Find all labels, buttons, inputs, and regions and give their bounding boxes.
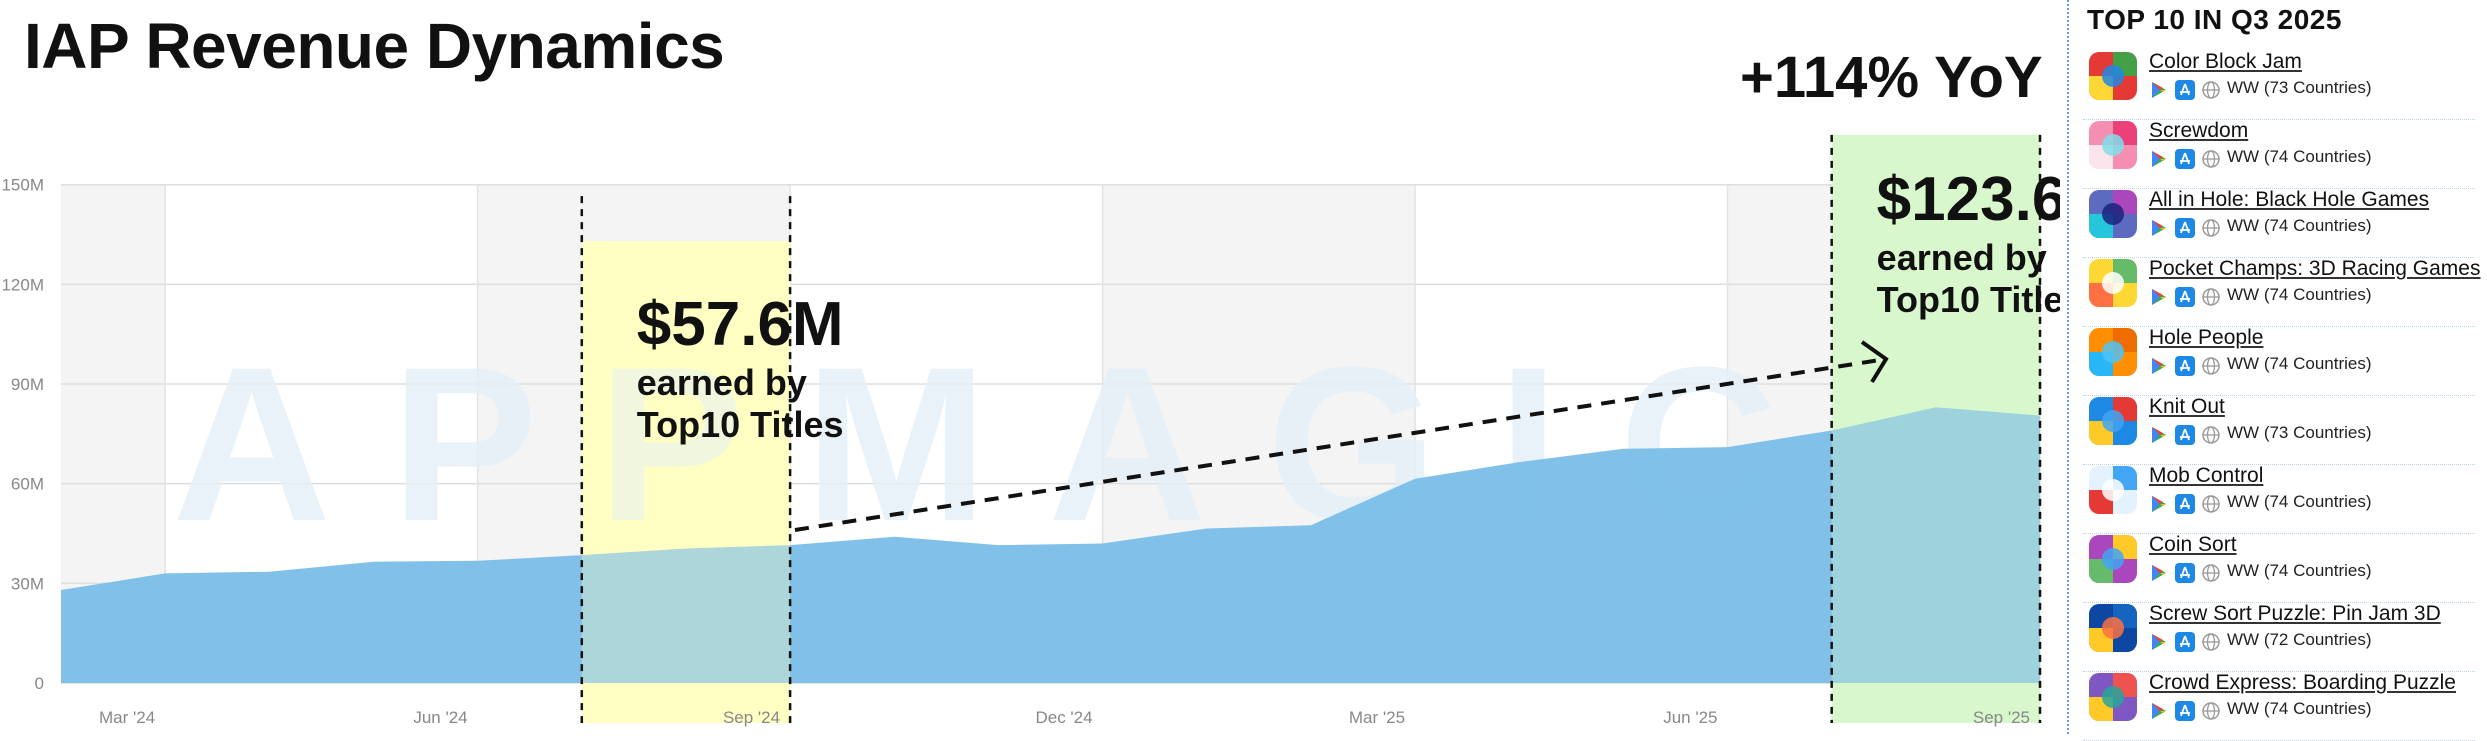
globe-icon	[2202, 702, 2220, 720]
x-tick-label: Dec '24	[1035, 708, 1092, 727]
yoy-annotation: +114% YoY	[1740, 45, 2043, 110]
screwdom-icon	[2089, 121, 2137, 169]
globe-icon	[2202, 288, 2220, 306]
globe-icon	[2202, 564, 2220, 582]
google-play-icon[interactable]	[2149, 701, 2169, 721]
top10-sidebar: TOP 10 IN Q3 2025 Color Block Jam WW (73 …	[2067, 0, 2487, 741]
app-list-item[interactable]: Hole People WW (74 Countries)	[2083, 326, 2483, 396]
app-name-link[interactable]: Screw Sort Puzzle: Pin Jam 3D	[2149, 602, 2441, 625]
app-store-icon[interactable]	[2175, 356, 2195, 376]
y-tick-label: 30M	[11, 574, 44, 593]
app-list-item[interactable]: Coin Sort WW (74 Countries)	[2083, 533, 2483, 603]
app-region: WW (74 Countries)	[2227, 285, 2372, 304]
highlight-caption-line2: Top10 Titles	[1877, 279, 2060, 320]
app-store-icon[interactable]	[2175, 632, 2195, 652]
highlight-value: $57.6M	[637, 290, 844, 359]
app-list-item[interactable]: Knit Out WW (73 Countries)	[2083, 395, 2483, 465]
globe-icon	[2202, 426, 2220, 444]
app-name-link[interactable]: Screwdom	[2149, 119, 2249, 142]
google-play-icon[interactable]	[2149, 356, 2169, 376]
app-name-link[interactable]: Pocket Champs: 3D Racing Games	[2149, 257, 2481, 280]
x-tick-label: Jun '25	[1663, 708, 1717, 727]
app-region: WW (73 Countries)	[2227, 78, 2372, 97]
app-store-icon[interactable]	[2175, 80, 2195, 100]
highlight-caption-line1: earned by	[637, 362, 807, 403]
app-region: WW (74 Countries)	[2227, 699, 2372, 718]
app-store-icon[interactable]	[2175, 494, 2195, 514]
highlight-caption-line2: Top10 Titles	[637, 404, 844, 445]
app-name-link[interactable]: Hole People	[2149, 326, 2264, 349]
page-title: IAP Revenue Dynamics	[24, 10, 725, 82]
app-region: WW (74 Countries)	[2227, 492, 2372, 511]
app-list-item[interactable]: Color Block Jam WW (73 Countries)	[2083, 50, 2483, 120]
app-store-icon[interactable]	[2175, 563, 2195, 583]
app-list-item[interactable]: Crowd Express: Boarding Puzzle WW (74 Cou…	[2083, 671, 2483, 741]
globe-icon	[2202, 633, 2220, 651]
google-play-icon[interactable]	[2149, 563, 2169, 583]
all-in-hole-icon	[2089, 190, 2137, 238]
x-tick-label: Mar '24	[99, 708, 155, 727]
highlight-caption-line1: earned by	[1877, 237, 2047, 278]
app-name-link[interactable]: Knit Out	[2149, 395, 2225, 418]
app-region: WW (72 Countries)	[2227, 630, 2372, 649]
highlight-value: $123.6M	[1877, 165, 2060, 234]
globe-icon	[2202, 219, 2220, 237]
app-list-item[interactable]: Screw Sort Puzzle: Pin Jam 3D WW (72 Coun…	[2083, 602, 2483, 672]
pocket-champs-icon	[2089, 259, 2137, 307]
app-store-icon[interactable]	[2175, 425, 2195, 445]
highlight-overlay	[1831, 134, 2040, 683]
app-store-icon[interactable]	[2175, 149, 2195, 169]
app-list-item[interactable]: All in Hole: Black Hole Games WW (74 Coun…	[2083, 188, 2483, 258]
globe-icon	[2202, 357, 2220, 375]
app-region: WW (74 Countries)	[2227, 354, 2372, 373]
app-region: WW (74 Countries)	[2227, 216, 2372, 235]
hole-people-icon	[2089, 328, 2137, 376]
google-play-icon[interactable]	[2149, 425, 2169, 445]
x-tick-label: Sep '25	[1973, 708, 2030, 727]
google-play-icon[interactable]	[2149, 80, 2169, 100]
coin-sort-icon	[2089, 535, 2137, 583]
revenue-area	[61, 407, 2040, 683]
y-tick-label: 0	[35, 674, 44, 693]
app-store-icon[interactable]	[2175, 701, 2195, 721]
globe-icon	[2202, 495, 2220, 513]
y-tick-label: 150M	[1, 176, 44, 195]
knit-out-icon	[2089, 397, 2137, 445]
app-name-link[interactable]: Crowd Express: Boarding Puzzle	[2149, 671, 2456, 694]
google-play-icon[interactable]	[2149, 149, 2169, 169]
growth-arrow	[794, 358, 1881, 532]
mob-control-icon	[2089, 466, 2137, 514]
app-name-link[interactable]: Mob Control	[2149, 464, 2264, 487]
app-list-item[interactable]: Pocket Champs: 3D Racing Games WW (74 Cou…	[2083, 257, 2483, 327]
globe-icon	[2202, 150, 2220, 168]
color-block-jam-icon	[2089, 52, 2137, 100]
app-store-icon[interactable]	[2175, 287, 2195, 307]
x-tick-label: Jun '24	[413, 708, 467, 727]
sidebar-title: TOP 10 IN Q3 2025	[2087, 4, 2342, 35]
y-tick-label: 90M	[11, 375, 44, 394]
x-tick-label: Mar '25	[1349, 708, 1405, 727]
app-region: WW (74 Countries)	[2227, 147, 2372, 166]
app-store-icon[interactable]	[2175, 218, 2195, 238]
app-list-item[interactable]: Mob Control WW (74 Countries)	[2083, 464, 2483, 534]
google-play-icon[interactable]	[2149, 287, 2169, 307]
google-play-icon[interactable]	[2149, 494, 2169, 514]
app-region: WW (74 Countries)	[2227, 561, 2372, 580]
screw-sort-icon	[2089, 604, 2137, 652]
app-list-item[interactable]: Screwdom WW (74 Countries)	[2083, 119, 2483, 189]
app-name-link[interactable]: Color Block Jam	[2149, 50, 2302, 73]
app-name-link[interactable]: Coin Sort	[2149, 533, 2237, 556]
y-tick-label: 60M	[11, 475, 44, 494]
highlight-overlay	[581, 241, 791, 683]
y-tick-label: 120M	[1, 275, 44, 294]
growth-arrowhead	[1860, 340, 1889, 384]
google-play-icon[interactable]	[2149, 218, 2169, 238]
google-play-icon[interactable]	[2149, 632, 2169, 652]
app-region: WW (73 Countries)	[2227, 423, 2372, 442]
crowd-express-icon	[2089, 673, 2137, 721]
x-tick-label: Sep '24	[723, 708, 780, 727]
app-name-link[interactable]: All in Hole: Black Hole Games	[2149, 188, 2430, 211]
globe-icon	[2202, 81, 2220, 99]
